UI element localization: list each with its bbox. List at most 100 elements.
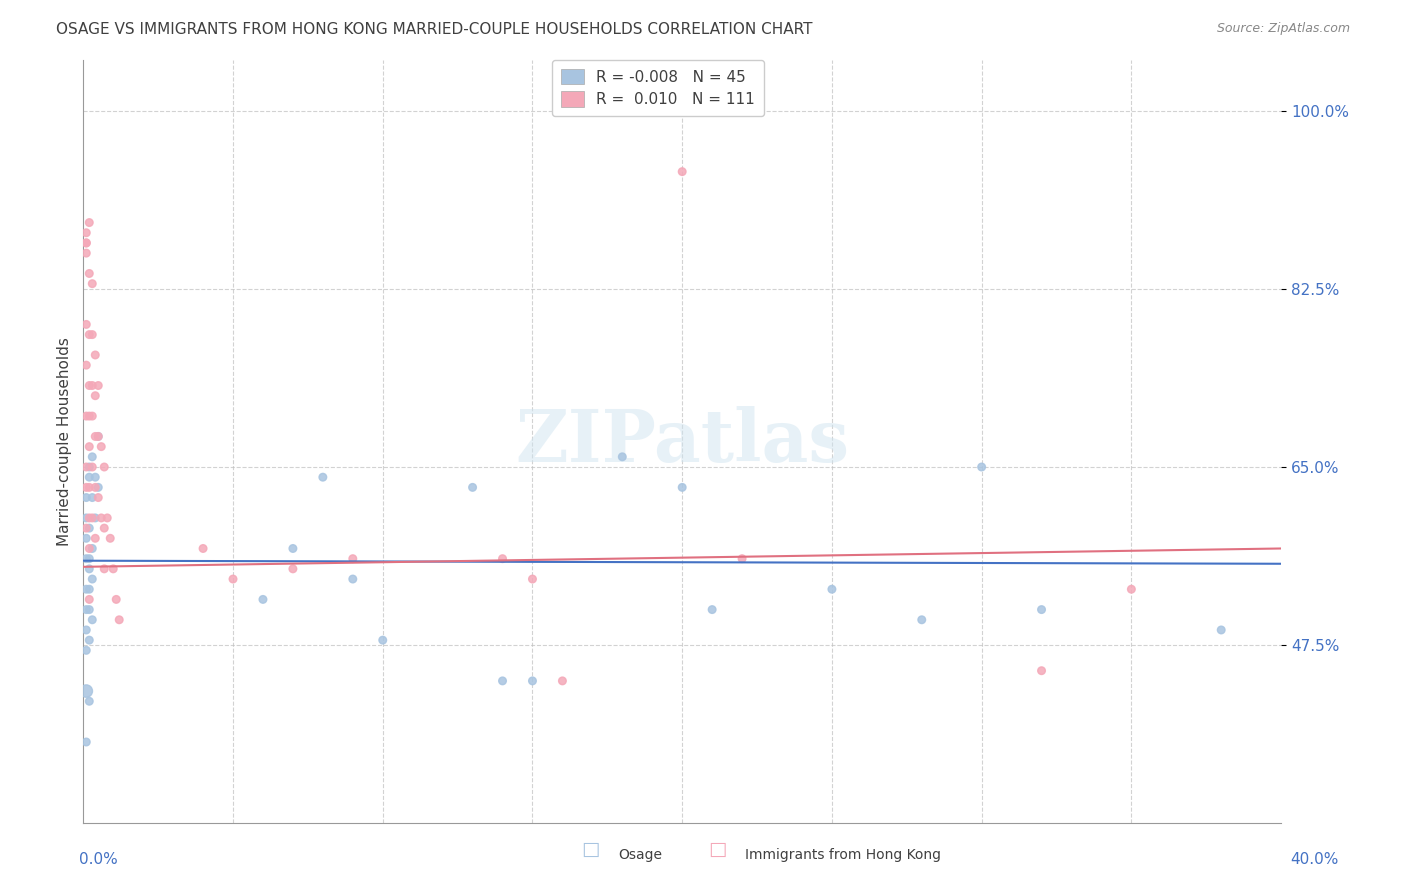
Point (82, 613, 104, 627)
Point (1031, 664, 1053, 678)
Y-axis label: Married-couple Households: Married-couple Households (58, 337, 72, 546)
Point (75, 409, 97, 423)
Text: □: □ (707, 839, 727, 858)
Point (84, 470, 107, 484)
Point (84, 531, 107, 545)
Point (82, 460, 104, 475)
Point (105, 592, 128, 607)
Point (77, 551, 100, 566)
Text: OSAGE VS IMMIGRANTS FROM HONG KONG MARRIED-COUPLE HOUSEHOLDS CORRELATION CHART: OSAGE VS IMMIGRANTS FROM HONG KONG MARRI… (56, 22, 813, 37)
Point (77, 378, 100, 392)
Point (77, 602, 100, 616)
Point (82, 277, 104, 291)
Point (75, 511, 97, 525)
Point (82, 409, 104, 423)
Point (75, 235, 97, 250)
Point (75, 358, 97, 372)
Point (522, 673, 544, 688)
Point (77, 521, 100, 535)
Point (75, 531, 97, 545)
Point (970, 460, 993, 475)
Point (93, 460, 115, 475)
Point (77, 460, 100, 475)
Point (77, 562, 100, 576)
Point (75, 684, 97, 698)
Point (491, 673, 513, 688)
Point (87, 491, 110, 505)
Point (342, 551, 364, 566)
Point (252, 592, 274, 607)
Point (75, 226, 97, 240)
Point (77, 511, 100, 525)
Point (77, 327, 100, 342)
Point (1121, 582, 1143, 597)
Point (77, 409, 100, 423)
Point (103, 562, 125, 576)
Point (75, 643, 97, 657)
Point (96, 511, 118, 525)
Point (82, 511, 104, 525)
Point (82, 327, 104, 342)
Point (312, 470, 335, 484)
Point (93, 521, 115, 535)
Legend: R = -0.008   N = 45, R =  0.010   N = 111: R = -0.008 N = 45, R = 0.010 N = 111 (553, 60, 765, 116)
Point (77, 480, 100, 494)
Point (87, 480, 110, 494)
Point (77, 541, 100, 556)
Point (281, 562, 304, 576)
Text: 0.0%: 0.0% (79, 852, 118, 867)
Point (82, 378, 104, 392)
Text: Immigrants from Hong Kong: Immigrants from Hong Kong (745, 847, 941, 862)
Point (90, 440, 112, 454)
Point (77, 470, 100, 484)
Point (75, 582, 97, 597)
Point (77, 633, 100, 648)
Point (612, 450, 634, 464)
Point (1031, 602, 1053, 616)
Point (82, 491, 104, 505)
Point (75, 318, 97, 332)
Point (84, 429, 107, 443)
Text: □: □ (581, 839, 600, 858)
Point (87, 429, 110, 443)
Point (77, 694, 100, 708)
Point (75, 551, 97, 566)
Point (75, 521, 97, 535)
Point (222, 572, 245, 586)
Point (75, 491, 97, 505)
Point (77, 592, 100, 607)
Point (342, 572, 364, 586)
Point (522, 572, 544, 586)
Text: Source: ZipAtlas.com: Source: ZipAtlas.com (1216, 22, 1350, 36)
Point (281, 541, 304, 556)
Point (191, 541, 214, 556)
Point (87, 378, 110, 392)
Point (90, 511, 112, 525)
Point (82, 541, 104, 556)
Point (75, 235, 97, 250)
Point (1211, 623, 1233, 637)
Text: ZIPatlas: ZIPatlas (515, 406, 849, 477)
Point (702, 602, 724, 616)
Point (75, 602, 97, 616)
Point (77, 440, 100, 454)
Point (77, 267, 100, 281)
Point (491, 551, 513, 566)
Point (75, 246, 97, 260)
Point (461, 480, 484, 494)
Point (75, 480, 97, 494)
Point (84, 480, 107, 494)
Point (98, 531, 121, 545)
Point (671, 480, 693, 494)
Point (911, 613, 934, 627)
Point (108, 613, 131, 627)
Point (84, 511, 107, 525)
Text: 40.0%: 40.0% (1291, 852, 1339, 867)
Point (551, 673, 574, 688)
Point (82, 572, 104, 586)
Point (77, 216, 100, 230)
Point (75, 735, 97, 749)
Point (671, 164, 693, 178)
Point (87, 429, 110, 443)
Point (75, 460, 97, 475)
